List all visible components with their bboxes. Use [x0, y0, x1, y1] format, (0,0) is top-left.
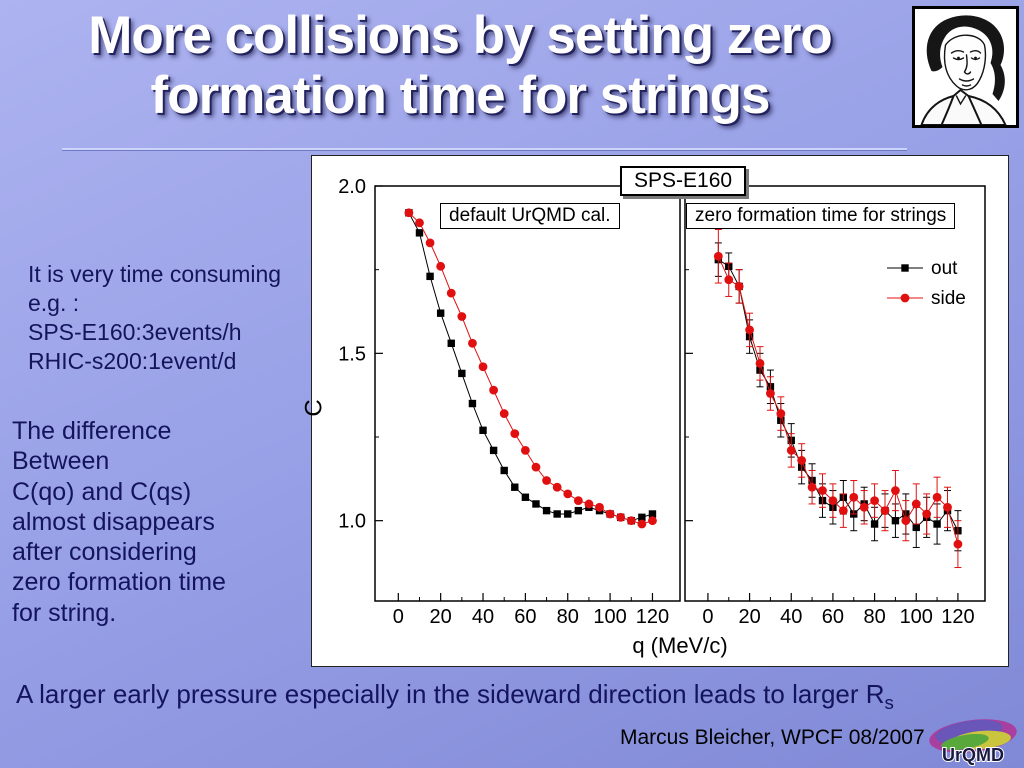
- panel-label-default: default UrQMD cal.: [440, 203, 620, 229]
- correlation-chart: 0 20 40 60 80 100 120 1.0 1.5 2.0 0 20 40 60 80 100 120 o…: [338, 176, 986, 628]
- title-line-2: formation time for strings: [150, 66, 771, 126]
- goethe-portrait-drawing: [915, 9, 1016, 125]
- note-line: SPS-E160:3events/h: [28, 318, 242, 345]
- urqmd-logo-graphic: UrQMD: [929, 719, 1017, 766]
- note-line: It is very time consuming: [28, 261, 282, 287]
- title-line-1: More collisions by setting zero: [88, 6, 833, 65]
- title-underline: [62, 148, 907, 151]
- panel-label-zero-formation: zero formation time for strings: [686, 203, 956, 229]
- urqmd-logo: UrQMD: [925, 714, 1021, 766]
- svg-text:80: 80: [863, 606, 885, 628]
- svg-text:80: 80: [557, 606, 579, 628]
- note-line: for string.: [12, 598, 117, 627]
- svg-text:1.5: 1.5: [338, 343, 366, 365]
- note-line: Between: [12, 447, 110, 476]
- note-line: RHIC-s200:1event/d: [28, 347, 237, 374]
- note-line: zero formation time: [12, 568, 226, 597]
- svg-text:1.0: 1.0: [338, 511, 366, 533]
- note-difference: The difference Between C(qo) and C(qs) a…: [12, 416, 226, 628]
- svg-text:0: 0: [702, 606, 713, 628]
- chart-panel-1: 0 20 40 60 80 100 120: [684, 185, 986, 628]
- conclusion-subscript: s: [884, 692, 894, 714]
- svg-text:100: 100: [900, 606, 933, 628]
- note-line: after considering: [12, 538, 197, 566]
- page-title: More collisions by setting zero formatio…: [0, 6, 920, 127]
- series-side: [713, 229, 963, 569]
- svg-text:2.0: 2.0: [338, 176, 366, 198]
- svg-text:120: 120: [636, 606, 669, 628]
- svg-text:side: side: [931, 288, 966, 309]
- svg-text:out: out: [931, 258, 958, 279]
- conclusion-main: A larger early pressure especially in th…: [16, 679, 885, 709]
- x-axis-label: q (MeV/c): [632, 633, 728, 658]
- series-side: [404, 208, 657, 529]
- svg-text:60: 60: [822, 606, 844, 628]
- series-out: [405, 209, 657, 525]
- svg-text:60: 60: [514, 606, 536, 628]
- y-axis-label: C: [300, 399, 328, 417]
- svg-text:120: 120: [941, 606, 974, 628]
- chart-panel-0: 0 20 40 60 80 100 120 1.0 1.5 2.0: [338, 176, 681, 628]
- svg-text:40: 40: [472, 606, 494, 628]
- svg-text:40: 40: [780, 606, 802, 628]
- note-line: e.g. :: [28, 289, 80, 316]
- goethe-portrait: [912, 6, 1019, 128]
- svg-text:20: 20: [738, 606, 760, 628]
- series-out: [714, 242, 962, 552]
- svg-text:20: 20: [430, 606, 452, 628]
- note-time-consuming: It is very time consuming e.g. : SPS-E16…: [28, 260, 281, 376]
- svg-text:100: 100: [593, 606, 626, 628]
- svg-text:0: 0: [393, 606, 404, 628]
- credit-text: Marcus Bleicher, WPCF 08/2007: [620, 726, 925, 749]
- chart-title-box: SPS-E160: [620, 166, 747, 196]
- note-line: C(qo) and C(qs): [12, 477, 192, 506]
- note-line: The difference: [12, 417, 172, 445]
- urqmd-logo-text: UrQMD: [942, 745, 1004, 765]
- chart-area: 0 20 40 60 80 100 120 1.0 1.5 2.0 0 20 40 60 80 100 120 o…: [301, 155, 1009, 667]
- conclusion-text: A larger early pressure especially in th…: [16, 679, 1018, 714]
- note-line: almost disappears: [12, 507, 215, 536]
- chart-legend: out side: [887, 258, 966, 309]
